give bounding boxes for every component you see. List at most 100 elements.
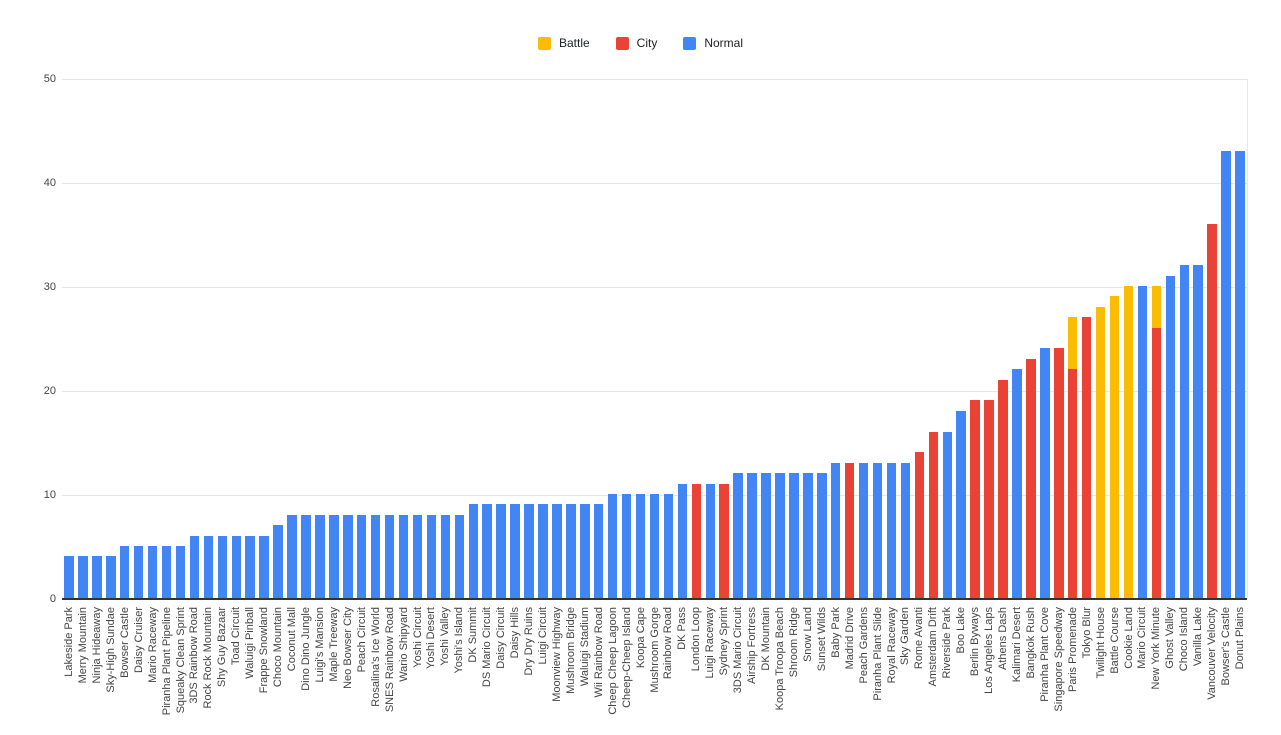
bar-normal[interactable] xyxy=(1193,265,1203,598)
bar-normal[interactable] xyxy=(510,504,520,598)
bar-normal[interactable] xyxy=(1179,265,1189,598)
bar-normal[interactable] xyxy=(733,473,743,598)
bar-battle[interactable] xyxy=(1067,317,1078,370)
chart-legend: Battle City Normal xyxy=(0,30,1281,56)
bar-city[interactable] xyxy=(984,400,994,598)
bar-city[interactable] xyxy=(914,452,925,598)
x-axis-category-label: Dry Dry Ruins xyxy=(523,607,536,676)
bar-normal[interactable] xyxy=(524,504,534,598)
bar-normal[interactable] xyxy=(329,514,339,598)
legend-item-battle[interactable]: Battle xyxy=(537,36,590,50)
bar-battle[interactable] xyxy=(1123,286,1134,598)
x-axis-category-label: Cheep Cheep Lagoon xyxy=(606,607,619,715)
bar-normal[interactable] xyxy=(426,514,437,598)
bar-normal[interactable] xyxy=(64,556,74,598)
bar-normal[interactable] xyxy=(830,462,841,598)
bar-normal[interactable] xyxy=(454,514,465,598)
bar-normal[interactable] xyxy=(468,504,478,598)
bar-city[interactable] xyxy=(1081,317,1092,598)
bar-normal[interactable] xyxy=(621,494,632,598)
bar-normal[interactable] xyxy=(496,504,506,598)
bar-normal[interactable] xyxy=(635,494,646,598)
bar-normal[interactable] xyxy=(900,462,911,598)
bar-normal[interactable] xyxy=(538,504,548,598)
bar-normal[interactable] xyxy=(761,473,771,598)
bar-normal[interactable] xyxy=(106,556,116,598)
bar-city[interactable] xyxy=(844,462,855,598)
y-axis-tick-label: 30 xyxy=(43,281,56,293)
bar-normal[interactable] xyxy=(301,514,311,598)
bar-normal[interactable] xyxy=(161,546,172,598)
bar-normal[interactable] xyxy=(78,556,88,598)
legend-item-city[interactable]: City xyxy=(615,36,657,50)
bar-normal[interactable] xyxy=(92,556,102,598)
bar-normal[interactable] xyxy=(384,514,395,598)
x-axis-category-label: Neo Bowser City xyxy=(341,607,354,689)
bar-normal[interactable] xyxy=(343,514,353,598)
bar-normal[interactable] xyxy=(217,535,228,598)
bar-normal[interactable] xyxy=(287,514,297,598)
bar-normal[interactable] xyxy=(147,546,158,598)
bar-normal[interactable] xyxy=(817,473,827,598)
bar-normal[interactable] xyxy=(566,504,576,598)
legend-item-normal[interactable]: Normal xyxy=(683,36,743,50)
bar-normal[interactable] xyxy=(231,535,241,598)
bar-normal[interactable] xyxy=(956,410,966,598)
x-axis-category-label: Madrid Drive xyxy=(843,607,856,670)
bar-normal[interactable] xyxy=(775,473,785,598)
bar-normal[interactable] xyxy=(412,514,423,598)
bar-normal[interactable] xyxy=(245,535,255,598)
bar-normal[interactable] xyxy=(119,546,130,598)
bar-normal[interactable] xyxy=(175,546,186,598)
bar-city[interactable] xyxy=(1026,358,1036,598)
bar-normal[interactable] xyxy=(482,504,492,598)
bar-normal[interactable] xyxy=(356,514,367,598)
bar-city[interactable] xyxy=(1151,327,1162,598)
bar-normal[interactable] xyxy=(789,473,799,598)
x-axis-category-label: 3DS Mario Circuit xyxy=(732,607,745,694)
bar-normal[interactable] xyxy=(607,494,618,598)
bar-battle[interactable] xyxy=(1095,306,1106,598)
bar-normal[interactable] xyxy=(942,431,952,598)
bar-city[interactable] xyxy=(719,483,729,598)
bar-normal[interactable] xyxy=(663,494,674,598)
bar-normal[interactable] xyxy=(189,535,200,598)
bar-normal[interactable] xyxy=(593,504,604,598)
bar-city[interactable] xyxy=(1054,348,1064,598)
x-axis-category-label: Daisy Circuit xyxy=(495,607,508,669)
bar-normal[interactable] xyxy=(552,504,562,598)
bar-normal[interactable] xyxy=(1040,348,1050,598)
bar-normal[interactable] xyxy=(273,525,283,598)
bar-normal[interactable] xyxy=(1221,150,1231,598)
bar-normal[interactable] xyxy=(1137,286,1148,598)
bar-normal[interactable] xyxy=(398,514,409,598)
gridline-y-30 xyxy=(62,287,1247,288)
bar-normal[interactable] xyxy=(203,535,214,598)
bar-normal[interactable] xyxy=(677,483,688,598)
bar-normal[interactable] xyxy=(1235,150,1245,598)
bar-normal[interactable] xyxy=(580,504,590,598)
bar-normal[interactable] xyxy=(747,473,757,598)
bar-city[interactable] xyxy=(1207,223,1217,598)
bar-normal[interactable] xyxy=(259,535,269,598)
bar-city[interactable] xyxy=(998,379,1008,598)
bar-battle[interactable] xyxy=(1109,296,1120,598)
bar-city[interactable] xyxy=(970,400,980,598)
bar-city[interactable] xyxy=(928,431,939,598)
bar-normal[interactable] xyxy=(370,514,381,598)
bar-normal[interactable] xyxy=(1012,369,1022,598)
bar-battle[interactable] xyxy=(1151,286,1162,328)
x-axis-category-label: Riverside Park xyxy=(941,607,954,679)
bar-normal[interactable] xyxy=(705,483,715,598)
bar-normal[interactable] xyxy=(1165,275,1176,598)
bar-normal[interactable] xyxy=(649,494,660,598)
bar-normal[interactable] xyxy=(440,514,451,598)
bar-normal[interactable] xyxy=(886,462,897,598)
bar-normal[interactable] xyxy=(315,514,325,598)
bar-normal[interactable] xyxy=(803,473,813,598)
bar-normal[interactable] xyxy=(872,462,883,598)
bar-city[interactable] xyxy=(691,483,702,598)
bar-city[interactable] xyxy=(1067,369,1078,598)
bar-normal[interactable] xyxy=(133,546,144,598)
bar-normal[interactable] xyxy=(858,462,869,598)
